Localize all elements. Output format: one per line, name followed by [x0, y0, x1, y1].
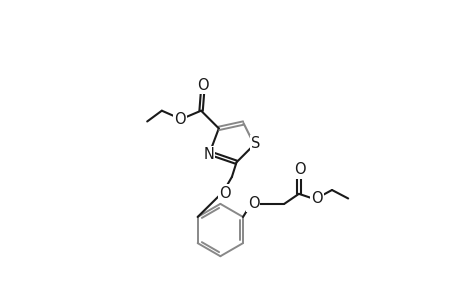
Text: S: S: [251, 136, 260, 151]
Text: O: O: [218, 186, 230, 201]
Text: O: O: [311, 191, 323, 206]
Text: O: O: [293, 163, 305, 178]
Text: N: N: [203, 147, 214, 162]
Text: O: O: [247, 196, 259, 211]
Text: O: O: [174, 112, 185, 128]
Text: O: O: [197, 78, 209, 93]
